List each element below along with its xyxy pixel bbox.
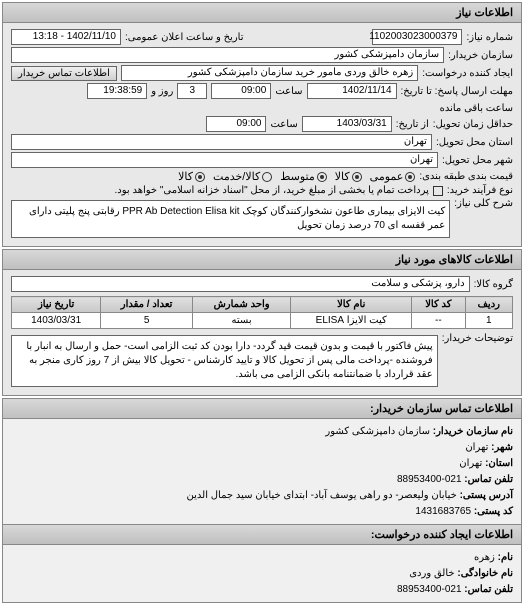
buyer-org-value: سازمان دامپزشکی کشور	[11, 47, 444, 63]
c-province-label: استان:	[485, 458, 513, 469]
c2-name-value: زهره	[474, 552, 495, 563]
table-header-row: ردیف کد کالا نام کالا واحد شمارش تعداد /…	[12, 297, 513, 313]
group-label: گروه کالا:	[474, 279, 513, 290]
from-date-label: از تاریخ:	[396, 119, 429, 130]
radio-icon	[352, 172, 362, 182]
table-row: 1 -- کیت الایزا ELISA بسته 5 1403/03/31	[12, 313, 513, 329]
c-city-value: تهران	[465, 442, 488, 453]
delivery-time: 09:00	[206, 116, 266, 132]
tech-title-value: کیت الایزای بیماری طاعون نشخوارکنندگان ک…	[11, 200, 450, 238]
c-zip-label: کد پستی:	[474, 506, 513, 517]
c-tel-value: 021-88953400	[397, 474, 462, 485]
ref-label: شماره نیاز:	[466, 32, 513, 43]
rule-opt5[interactable]: کالا	[178, 170, 205, 183]
th-name: نام کالا	[291, 297, 412, 313]
c-city-label: شهر:	[491, 442, 513, 453]
c2-family-label: نام خانوادگی:	[457, 568, 513, 579]
c-tel-label: تلفن تماس:	[464, 474, 513, 485]
announce-label: تاریخ و ساعت اعلان عمومی:	[125, 32, 244, 43]
c-zip-value: 1431683765	[415, 506, 471, 517]
c2-tel-label: تلفن تماس:	[464, 584, 513, 595]
remain-days: 3	[177, 83, 207, 99]
panel2-header: اطلاعات کالاهای مورد نیاز	[3, 250, 521, 270]
province-label: استان محل تحویل:	[436, 137, 513, 148]
delivery-deadline-label: حداقل زمان تحویل:	[433, 119, 513, 130]
deadline-date: 1402/11/14	[307, 83, 397, 99]
tech-title-label: شرح کلی نیاز:	[454, 198, 513, 209]
process-note: پرداخت تمام یا بخشی از مبلغ خرید، از محل…	[11, 185, 429, 196]
th-row: ردیف	[465, 297, 512, 313]
th-code: کد کالا	[412, 297, 465, 313]
remain-time-label: ساعت باقی مانده	[440, 103, 513, 114]
c2-family-value: خالق وردی	[409, 568, 454, 579]
buyer-notes-value: پیش فاکتور با قیمت و بدون قیمت قید گردد-…	[11, 335, 438, 387]
delivery-date: 1403/03/31	[302, 116, 392, 132]
panel4-header: اطلاعات ایجاد کننده درخواست:	[3, 524, 521, 545]
radio-icon	[262, 172, 272, 182]
radio-icon	[195, 172, 205, 182]
c2-tel-value: 021-88953400	[397, 584, 462, 595]
province-value: تهران	[11, 134, 432, 150]
td-qty: 5	[101, 313, 193, 329]
deadline-time-label: ساعت	[275, 86, 302, 97]
panel2-body: گروه کالا: دارو، پزشکی و سلامت ردیف کد ک…	[3, 270, 521, 395]
th-date: تاریخ نیاز	[12, 297, 101, 313]
ref-value: 1102003023000379	[372, 29, 462, 45]
c-post-value: خیابان ولیعصر- دو راهی یوسف آباد- ابتدای…	[187, 490, 457, 501]
contact-panel: اطلاعات تماس سازمان خریدار: نام سازمان خ…	[2, 398, 522, 603]
td-row: 1	[465, 313, 512, 329]
buyer-org-label: سازمان خریدار:	[448, 50, 513, 61]
c-org-value: سازمان دامپزشکی کشور	[325, 426, 430, 437]
deadline-time: 09:00	[211, 83, 271, 99]
td-code: --	[412, 313, 465, 329]
rules-radios: عمومی کالا متوسط کالا/خدمت کالا	[178, 170, 415, 183]
th-qty: تعداد / مقدار	[101, 297, 193, 313]
rule-opt1[interactable]: عمومی	[370, 170, 416, 183]
panel3-header: اطلاعات تماس سازمان خریدار:	[3, 399, 521, 419]
c-province-value: تهران	[459, 458, 482, 469]
rule-opt2[interactable]: کالا	[335, 170, 362, 183]
td-date: 1403/03/31	[12, 313, 101, 329]
city-label: شهر محل تحویل:	[442, 155, 513, 166]
td-unit: بسته	[192, 313, 290, 329]
rule-opt3[interactable]: متوسط	[280, 170, 327, 183]
delivery-time-label2: ساعت	[270, 119, 297, 130]
requester-contact-body: نام: زهره نام خانوادگی: خالق وردی تلفن ت…	[3, 545, 521, 602]
process-label: نوع فرآیند خرید:	[447, 185, 513, 196]
td-name: کیت الایزا ELISA	[291, 313, 412, 329]
c-post-label: آدرس پستی:	[460, 490, 513, 501]
rule-opt4[interactable]: کالا/خدمت	[213, 170, 272, 183]
city-value: تهران	[11, 152, 438, 168]
contact-buyer-button[interactable]: اطلاعات تماس خریدار	[11, 66, 117, 81]
requester-value: زهره خالق وردی مامور خرید سازمان دامپزشک…	[121, 65, 418, 81]
panel1-header: اطلاعات نیاز	[3, 3, 521, 23]
panel1-body: شماره نیاز: 1102003023000379 تاریخ و ساع…	[3, 23, 521, 246]
radio-icon	[317, 172, 327, 182]
th-unit: واحد شمارش	[192, 297, 290, 313]
process-checkbox[interactable]	[433, 186, 443, 196]
remain-time: 19:38:59	[87, 83, 147, 99]
deadline-label: مهلت ارسال پاسخ: تا تاریخ:	[401, 86, 513, 97]
remain-days-label: روز و	[151, 86, 173, 97]
need-info-panel: اطلاعات نیاز شماره نیاز: 110200302300037…	[2, 2, 522, 247]
group-value: دارو، پزشکی و سلامت	[11, 276, 470, 292]
requester-label: ایجاد کننده درخواست:	[422, 68, 513, 79]
buyer-notes-label: توضیحات خریدار:	[442, 333, 513, 344]
items-table: ردیف کد کالا نام کالا واحد شمارش تعداد /…	[11, 296, 513, 329]
contact-body: نام سازمان خریدار: سازمان دامپزشکی کشور …	[3, 419, 521, 524]
radio-icon	[405, 172, 415, 182]
announce-value: 1402/11/10 - 13:18	[11, 29, 121, 45]
items-panel: اطلاعات کالاهای مورد نیاز گروه کالا: دار…	[2, 249, 522, 396]
c2-name-label: نام:	[498, 552, 513, 563]
c-org-label: نام سازمان خریدار:	[433, 426, 513, 437]
rules-label: قیمت بندی طبقه بندی:	[419, 171, 513, 182]
